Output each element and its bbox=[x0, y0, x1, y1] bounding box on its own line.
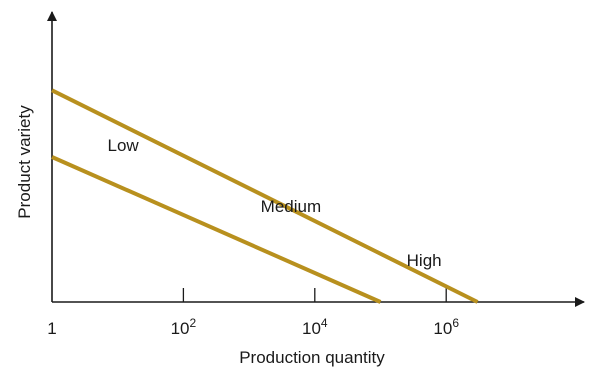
x-tick-exponent: 4 bbox=[321, 316, 328, 330]
x-tick-label: 104 bbox=[302, 316, 328, 338]
series-line-1 bbox=[51, 88, 479, 304]
annotations: Low Medium High bbox=[108, 136, 442, 270]
series-lines bbox=[51, 88, 479, 304]
x-ticks: 1 102 104 106 bbox=[47, 288, 459, 338]
x-tick-label: 106 bbox=[433, 316, 459, 338]
annotation-high: High bbox=[407, 251, 442, 270]
x-tick-label: 1 bbox=[47, 319, 56, 338]
annotation-medium: Medium bbox=[261, 197, 321, 216]
x-tick-exponent: 6 bbox=[452, 316, 459, 330]
series-line-2 bbox=[51, 155, 382, 304]
x-tick-exponent: 2 bbox=[190, 316, 197, 330]
x-axis-label: Production quantity bbox=[239, 348, 385, 367]
x-tick-label: 102 bbox=[171, 316, 197, 338]
y-axis-label: Product variety bbox=[15, 105, 34, 219]
annotation-low: Low bbox=[108, 136, 140, 155]
